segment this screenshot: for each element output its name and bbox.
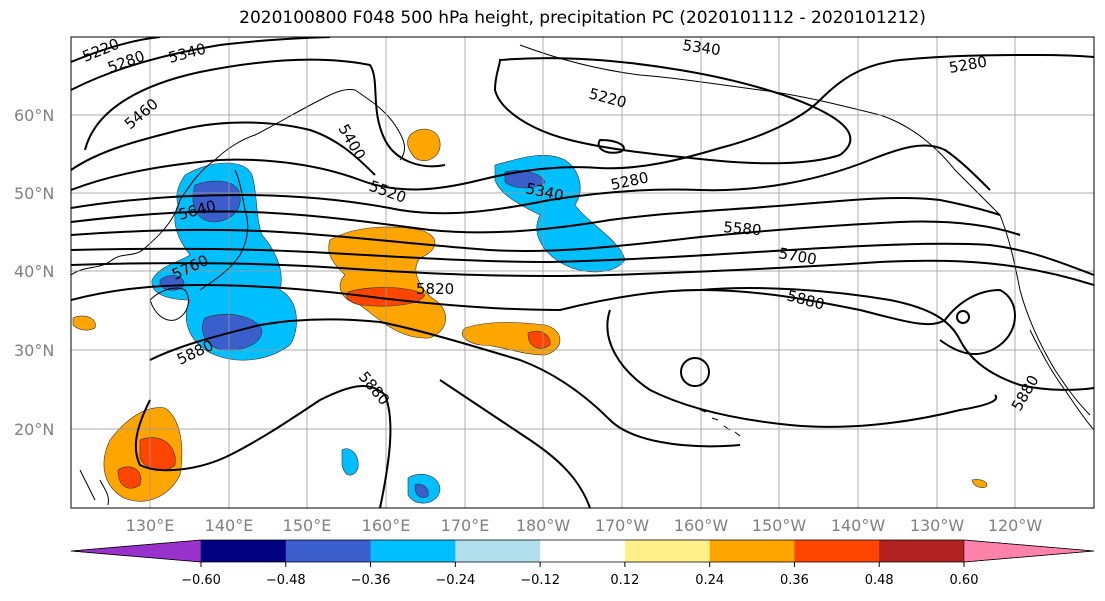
contour-line bbox=[699, 287, 1094, 391]
lon-label: 160°E bbox=[362, 516, 411, 535]
lat-label: 30°N bbox=[14, 341, 54, 360]
colorbar-segment bbox=[963, 539, 1095, 563]
positive-precip-core-philippines bbox=[139, 437, 176, 471]
negative-precip-spot-1 bbox=[341, 448, 359, 476]
contour-line bbox=[71, 242, 1094, 276]
contour-line bbox=[71, 220, 1021, 252]
positive-precip-area-kamchatka bbox=[407, 128, 441, 162]
contour-line bbox=[71, 121, 376, 176]
contour-line bbox=[71, 37, 331, 91]
lon-label: 130°E bbox=[126, 516, 175, 535]
lon-label: 150°W bbox=[752, 516, 807, 535]
contour-line bbox=[71, 144, 991, 215]
lat-label: 40°N bbox=[14, 262, 54, 281]
coastline-alaska bbox=[519, 44, 1001, 216]
coastline-kamchatka bbox=[354, 89, 406, 161]
contour-line bbox=[71, 259, 1094, 286]
lon-label: 140°E bbox=[205, 516, 254, 535]
lon-label: 170°W bbox=[595, 516, 650, 535]
lat-label: 60°N bbox=[14, 106, 54, 125]
latitude-labels: 60°N 50°N 40°N 30°N 20°N bbox=[14, 106, 54, 439]
contour-line bbox=[71, 53, 1094, 191]
contour-label: 5820 bbox=[416, 280, 454, 298]
colorbar-segment bbox=[709, 540, 795, 562]
longitude-labels: 130°E 140°E 150°E 160°E 170°E 180°W 170°… bbox=[126, 516, 1043, 535]
hawaii-islands bbox=[699, 409, 741, 437]
map-frame bbox=[70, 36, 1095, 509]
colorbar bbox=[70, 539, 1095, 563]
colorbar-segment bbox=[624, 540, 711, 562]
lat-label: 50°N bbox=[14, 184, 54, 203]
colorbar-segment bbox=[879, 540, 965, 562]
lat-label: 20°N bbox=[14, 420, 54, 439]
map-title: 2020100800 F048 500 hPa height, precipit… bbox=[239, 8, 926, 28]
colorbar-segment bbox=[285, 540, 372, 562]
contour-line bbox=[134, 384, 392, 508]
contour-line bbox=[71, 37, 161, 63]
contour-closed-hawaii bbox=[680, 357, 710, 387]
lon-label: 170°E bbox=[441, 516, 490, 535]
colorbar-tick-label: 0.60 bbox=[950, 573, 979, 588]
colorbar-segment bbox=[794, 540, 880, 562]
contour-line bbox=[71, 196, 1001, 234]
contour-line bbox=[493, 57, 852, 165]
contour-line bbox=[149, 318, 741, 448]
coastline-korea bbox=[149, 287, 189, 321]
colorbar-segment bbox=[540, 540, 626, 562]
contour-label: 5580 bbox=[723, 218, 763, 239]
contour-line bbox=[597, 138, 625, 154]
coastline-philippines bbox=[79, 469, 109, 506]
positive-precip-spot-west bbox=[72, 315, 96, 331]
contour-line bbox=[606, 309, 998, 428]
coastline-japan bbox=[199, 169, 249, 291]
colorbar-tick-label: 0.36 bbox=[780, 573, 809, 588]
contour-line bbox=[439, 379, 591, 508]
positive-precip-spot-baja bbox=[971, 479, 988, 488]
contour-closed-east bbox=[956, 310, 970, 324]
lon-label: 180°W bbox=[516, 516, 571, 535]
colorbar-tick-label: −0.24 bbox=[435, 573, 475, 588]
contour-label: 5340 bbox=[681, 36, 721, 59]
lon-label: 130°W bbox=[910, 516, 965, 535]
contour-line bbox=[84, 58, 446, 168]
negative-precip-spot-3 bbox=[414, 483, 429, 498]
positive-precip-core-philippines-2 bbox=[117, 466, 142, 489]
colorbar-tick-label: −0.48 bbox=[266, 573, 306, 588]
lon-label: 150°E bbox=[283, 516, 332, 535]
lon-label: 140°W bbox=[831, 516, 886, 535]
colorbar-tick-labels: −0.60 −0.48 −0.36 −0.24 −0.12 0.12 0.24 0.36 0.4… bbox=[181, 562, 978, 588]
colorbar-segment bbox=[70, 539, 202, 563]
colorbar-segment bbox=[201, 540, 287, 562]
colorbar-tick-label: 0.12 bbox=[610, 573, 639, 588]
graticule bbox=[71, 37, 1094, 508]
height-contours bbox=[71, 37, 1094, 508]
colorbar-tick-label: −0.36 bbox=[351, 573, 391, 588]
colorbar-tick-label: −0.12 bbox=[520, 573, 560, 588]
lon-label: 160°W bbox=[674, 516, 729, 535]
positive-precip-core-east bbox=[527, 331, 551, 349]
negative-precip-core-pacific bbox=[504, 170, 546, 189]
coastline-asia bbox=[71, 89, 356, 276]
lon-label: 120°W bbox=[988, 516, 1043, 535]
colorbar-tick-label: 0.24 bbox=[695, 573, 724, 588]
colorbar-segment bbox=[455, 540, 541, 562]
colorbar-segment bbox=[370, 540, 456, 562]
colorbar-tick-label: −0.60 bbox=[181, 573, 221, 588]
colorbar-tick-label: 0.48 bbox=[865, 573, 894, 588]
